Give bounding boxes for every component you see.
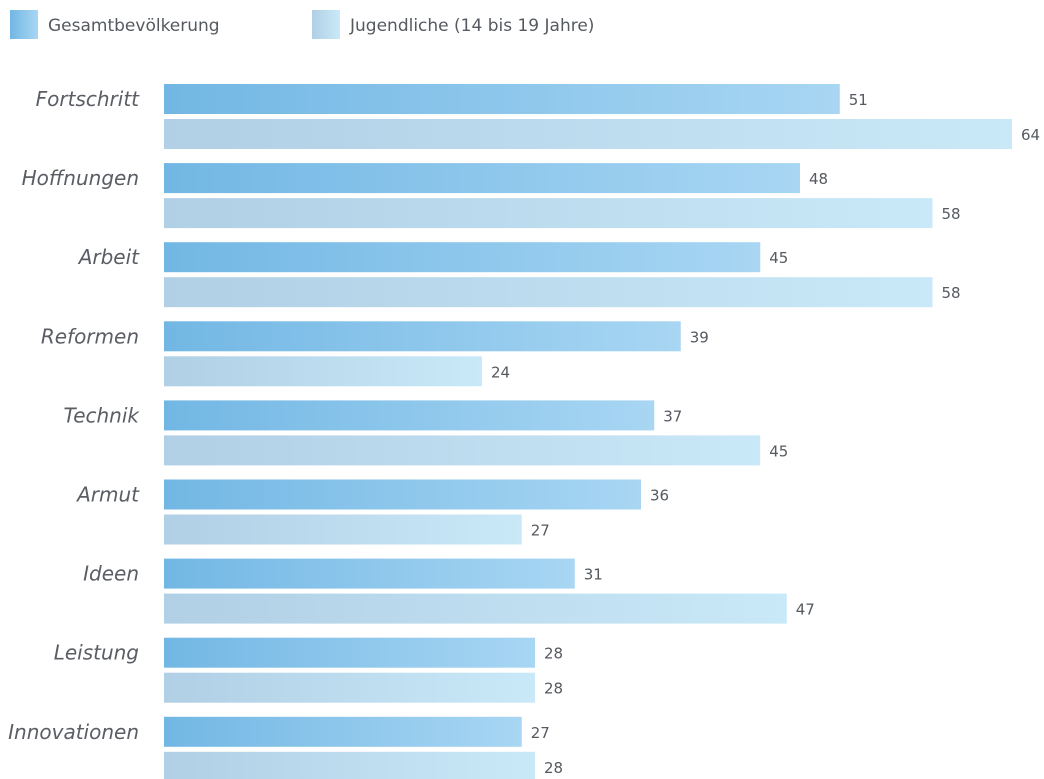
category-group: Armut 36 27 bbox=[75, 479, 669, 545]
bar-series-1 bbox=[164, 716, 522, 747]
bar-series-2 bbox=[164, 751, 535, 779]
bar-series-1 bbox=[164, 321, 681, 352]
value-label: 51 bbox=[849, 91, 868, 109]
category-group: Hoffnungen 48 58 bbox=[22, 163, 961, 229]
category-group: Technik 37 45 bbox=[63, 400, 788, 466]
value-label: 45 bbox=[769, 249, 788, 267]
value-label: 45 bbox=[769, 442, 788, 460]
category-group: Innovationen 27 28 bbox=[8, 716, 563, 779]
value-label: 48 bbox=[809, 170, 828, 188]
category-label: Ideen bbox=[83, 562, 139, 586]
legend-swatch-1 bbox=[10, 10, 38, 39]
value-label: 58 bbox=[942, 284, 961, 302]
bar-series-1 bbox=[164, 637, 535, 668]
bar-series-1 bbox=[164, 558, 575, 589]
category-label: Arbeit bbox=[77, 245, 140, 269]
bar-series-2 bbox=[164, 119, 1012, 149]
legend-label-2: Jugendliche (14 bis 19 Jahre) bbox=[349, 16, 594, 36]
bar-series-1 bbox=[164, 400, 655, 431]
category-group: Arbeit 45 58 bbox=[77, 242, 961, 308]
value-label: 47 bbox=[796, 601, 815, 619]
category-group: Ideen 31 47 bbox=[83, 558, 815, 624]
value-label: 58 bbox=[942, 205, 961, 223]
bar-series-1 bbox=[164, 84, 840, 114]
bars: Fortschritt 51 64 Hoffnungen 48 58 Arbeit 45 58 R… bbox=[8, 84, 1040, 779]
bar-series-2 bbox=[164, 198, 933, 229]
value-label: 37 bbox=[663, 407, 682, 425]
category-label: Innovationen bbox=[8, 720, 139, 744]
bar-series-2 bbox=[164, 356, 482, 387]
bar-series-2 bbox=[164, 514, 522, 545]
value-label: 27 bbox=[531, 724, 550, 742]
value-label: 28 bbox=[544, 680, 563, 698]
bar-series-1 bbox=[164, 163, 800, 194]
legend-label-1: Gesamtbevölkerung bbox=[48, 16, 220, 36]
value-label: 31 bbox=[584, 566, 603, 584]
legend-swatch-2 bbox=[312, 10, 340, 39]
category-label: Hoffnungen bbox=[22, 166, 139, 190]
bar-series-2 bbox=[164, 672, 535, 703]
bar-series-1 bbox=[164, 242, 761, 273]
value-label: 27 bbox=[531, 522, 550, 540]
value-label: 64 bbox=[1021, 126, 1040, 144]
value-label: 24 bbox=[491, 363, 510, 381]
category-group: Fortschritt 51 64 bbox=[36, 84, 1040, 149]
bar-series-1 bbox=[164, 479, 641, 510]
bar-series-2 bbox=[164, 593, 787, 624]
category-label: Reformen bbox=[41, 324, 139, 348]
category-label: Leistung bbox=[54, 641, 139, 665]
value-label: 36 bbox=[650, 487, 669, 505]
category-label: Armut bbox=[75, 483, 140, 507]
category-group: Reformen 39 24 bbox=[41, 321, 709, 387]
category-group: Leistung 28 28 bbox=[54, 637, 563, 703]
category-label: Fortschritt bbox=[36, 87, 141, 111]
legend: Gesamtbevölkerung Jugendliche (14 bis 19 … bbox=[10, 10, 594, 39]
category-label: Technik bbox=[63, 403, 140, 427]
value-label: 39 bbox=[690, 328, 709, 346]
value-label: 28 bbox=[544, 645, 563, 663]
bar-series-2 bbox=[164, 435, 761, 466]
value-label: 28 bbox=[544, 759, 563, 777]
bar-series-2 bbox=[164, 277, 933, 308]
